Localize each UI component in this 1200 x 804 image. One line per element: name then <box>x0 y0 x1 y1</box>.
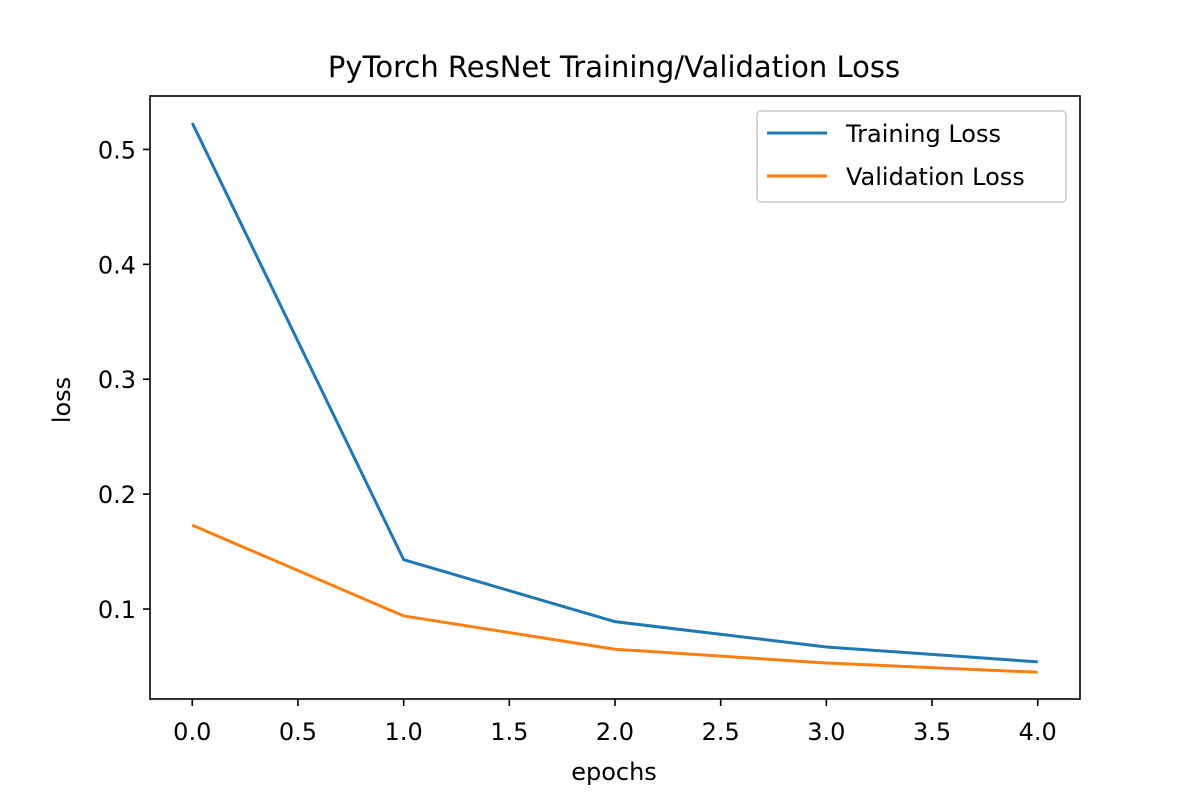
series-lines <box>190 122 1038 674</box>
legend: Training Loss Validation Loss <box>756 110 1067 203</box>
x-tick-label: 4.0 <box>1019 718 1057 746</box>
x-tick-label: 3.5 <box>913 718 951 746</box>
x-axis-label: epochs <box>571 758 657 786</box>
legend-label-training: Training Loss <box>845 120 1001 148</box>
legend-label-validation: Validation Loss <box>846 163 1025 191</box>
x-tick-label: 2.0 <box>596 718 634 746</box>
x-tick-label: 0.0 <box>173 718 211 746</box>
y-tick-label: 0.3 <box>98 366 136 394</box>
plot-area-frame <box>149 95 1081 700</box>
x-tick-label: 1.0 <box>385 718 423 746</box>
y-tick-label: 0.1 <box>98 596 136 624</box>
x-tick-label: 0.5 <box>279 718 317 746</box>
legend-box <box>756 110 1067 203</box>
y-tick-label: 0.2 <box>98 481 136 509</box>
y-axis-label: loss <box>48 377 76 423</box>
y-tick-label: 0.5 <box>98 136 136 164</box>
y-axis-ticks: 0.1 0.2 0.3 0.4 0.5 <box>98 136 150 624</box>
validation-loss-line <box>191 523 1038 674</box>
y-tick-label: 0.4 <box>98 251 136 279</box>
x-tick-label: 1.5 <box>490 718 528 746</box>
training-loss-line <box>190 122 1038 664</box>
x-tick-label: 3.0 <box>807 718 845 746</box>
x-tick-label: 2.5 <box>702 718 740 746</box>
chart-title: PyTorch ResNet Training/Validation Loss <box>328 50 900 84</box>
x-axis-ticks: 0.0 0.5 1.0 1.5 2.0 2.5 3.0 3.5 4.0 <box>173 699 1057 746</box>
